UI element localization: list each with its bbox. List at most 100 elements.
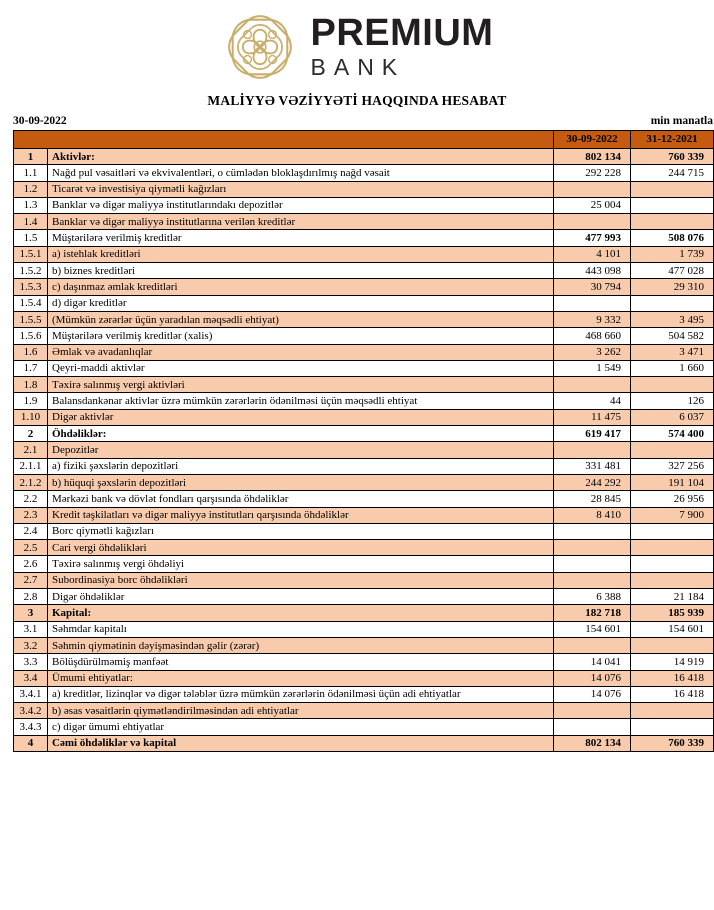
table-row: 2.1 Depozitlər xyxy=(13,441,714,459)
table-row: 1.1 Nağd pul vəsaitləri və ekvivalentlər… xyxy=(13,164,714,182)
bank-name: PREMIUM BANK xyxy=(311,14,494,79)
row-value-period2: 327 256 xyxy=(630,457,714,475)
row-value-period1 xyxy=(553,294,631,312)
table-header: 30-09-2022 31-12-2021 xyxy=(13,130,714,149)
row-value-period2: 508 076 xyxy=(630,229,714,247)
table-row: 1.2 Ticarət və investisiya qiymətli kağı… xyxy=(13,180,714,198)
table-row: 1.5.1 a) istehlak kreditləri 4 101 1 739 xyxy=(13,245,714,264)
row-number: 2.6 xyxy=(13,555,48,573)
row-label: Səhmdar kapitalı xyxy=(47,620,554,638)
row-number: 1.5.1 xyxy=(13,245,48,264)
row-label: Kapital: xyxy=(47,604,554,622)
row-label: Digər öhdəliklər xyxy=(47,588,554,606)
row-label: c) digər ümumi ehtiyatlar xyxy=(47,718,554,736)
bank-logo: PREMIUM BANK xyxy=(0,0,714,86)
row-value-period1: 154 601 xyxy=(553,620,631,638)
table-row: 1.3 Banklar və digər maliyyə institutlar… xyxy=(13,196,714,215)
table-row: 3.3 Bölüşdürülməmiş mənfəət 14 041 14 91… xyxy=(13,653,714,671)
row-label: Digər aktivlər xyxy=(47,408,554,427)
row-number: 2.2 xyxy=(13,490,48,508)
row-value-period1 xyxy=(553,539,631,557)
row-value-period1: 11 475 xyxy=(553,408,631,427)
row-label: Qeyri-maddi aktivlər xyxy=(47,359,554,378)
row-value-period1: 477 993 xyxy=(553,229,631,247)
row-value-period2: 760 339 xyxy=(630,734,714,752)
row-number: 3.1 xyxy=(13,620,48,638)
header-period1: 30-09-2022 xyxy=(553,130,631,149)
row-label: Ümumi ehtiyatlar: xyxy=(47,669,554,687)
row-number: 2.3 xyxy=(13,506,48,524)
row-value-period1: 14 076 xyxy=(553,685,631,704)
row-number: 1.8 xyxy=(13,376,48,394)
row-value-period1 xyxy=(553,376,631,394)
row-value-period2 xyxy=(630,522,714,541)
row-label: (Mümkün zərərlər üçün yaradılan məqsədli… xyxy=(47,310,554,329)
row-number: 1.10 xyxy=(13,408,48,427)
row-label: Təxirə salınmış vergi öhdəliyi xyxy=(47,555,554,573)
row-number: 1.7 xyxy=(13,359,48,378)
bank-name-premium: PREMIUM xyxy=(310,12,494,54)
row-value-period2 xyxy=(630,571,714,590)
row-value-period2 xyxy=(630,702,714,720)
row-value-period1 xyxy=(553,555,631,573)
table-row: 1.5 Müştərilərə verilmiş kreditlər 477 9… xyxy=(13,229,714,247)
table-row: 1.9 Balansdankənar aktivlər üzrə mümkün … xyxy=(13,392,714,410)
table-row: 1.10 Digər aktivlər 11 475 6 037 xyxy=(13,408,714,427)
row-label: Ticarət və investisiya qiymətli kağızlar… xyxy=(47,180,554,198)
row-value-period2: 126 xyxy=(630,392,714,410)
row-label: Öhdəliklər: xyxy=(47,425,554,443)
row-value-period1: 30 794 xyxy=(553,278,631,296)
row-number: 2.8 xyxy=(13,588,48,606)
row-value-period1 xyxy=(553,522,631,541)
row-value-period1 xyxy=(553,441,631,459)
table-row: 1.5.4 d) digər kreditlər xyxy=(13,294,714,312)
row-value-period2: 14 919 xyxy=(630,653,714,671)
table-row: 3.2 Səhmin qiymətinin dəyişməsindən gəli… xyxy=(13,636,714,655)
row-number: 2.7 xyxy=(13,571,48,590)
row-value-period1 xyxy=(553,702,631,720)
header-empty-cell xyxy=(13,130,554,149)
row-label: a) kreditlər, lizinqlər və digər tələblə… xyxy=(47,685,554,704)
table-header-row: 30-09-2022 31-12-2021 xyxy=(13,130,714,149)
row-label: Bölüşdürülməmiş mənfəət xyxy=(47,653,554,671)
row-label: a) fiziki şəxslərin depozitləri xyxy=(47,457,554,475)
row-value-period2 xyxy=(630,441,714,459)
row-value-period1 xyxy=(553,180,631,198)
table-row: 2 Öhdəliklər: 619 417 574 400 xyxy=(13,425,714,443)
row-number: 1.5.4 xyxy=(13,294,48,312)
row-number: 3.4.2 xyxy=(13,702,48,720)
row-number: 3 xyxy=(13,604,48,622)
row-value-period2 xyxy=(630,718,714,736)
table-row: 3.4.1 a) kreditlər, lizinqlər və digər t… xyxy=(13,685,714,704)
row-value-period2: 477 028 xyxy=(630,262,714,280)
row-value-period1: 182 718 xyxy=(553,604,631,622)
row-number: 1 xyxy=(13,147,48,166)
row-value-period1 xyxy=(553,571,631,590)
table-row: 2.5 Cari vergi öhdəlikləri xyxy=(13,539,714,557)
row-value-period2: 760 339 xyxy=(630,147,714,166)
row-value-period1: 802 134 xyxy=(553,147,631,166)
table-row: 3.4 Ümumi ehtiyatlar: 14 076 16 418 xyxy=(13,669,714,687)
row-number: 1.4 xyxy=(13,213,48,231)
table-row: 1.5.3 c) daşınmaz əmlak kreditləri 30 79… xyxy=(13,278,714,296)
row-label: Mərkəzi bank və dövlət fondları qarşısın… xyxy=(47,490,554,508)
row-value-period2 xyxy=(630,555,714,573)
row-value-period2: 7 900 xyxy=(630,506,714,524)
row-label: Səhmin qiymətinin dəyişməsindən gəlir (z… xyxy=(47,636,554,655)
row-value-period1: 44 xyxy=(553,392,631,410)
row-number: 2.4 xyxy=(13,522,48,541)
row-value-period2: 191 104 xyxy=(630,473,714,492)
unit-label: min manatla xyxy=(650,115,713,127)
row-value-period1: 802 134 xyxy=(553,734,631,752)
row-value-period1: 619 417 xyxy=(553,425,631,443)
row-label: Təxirə salınmış vergi aktivləri xyxy=(47,376,554,394)
document-title: MALİYYƏ VƏZİYYƏTİ HAQQINDA HESABAT xyxy=(207,93,507,108)
row-number: 1.9 xyxy=(13,392,48,410)
celtic-knot-emblem-icon xyxy=(221,8,299,86)
row-number: 1.5.2 xyxy=(13,262,48,280)
row-label: b) hüquqi şəxslərin depozitləri xyxy=(47,473,554,492)
row-label: Depozitlər xyxy=(47,441,554,459)
row-value-period1: 331 481 xyxy=(553,457,631,475)
row-label: b) əsas vəsaitlərin qiymətləndirilməsind… xyxy=(47,702,554,720)
